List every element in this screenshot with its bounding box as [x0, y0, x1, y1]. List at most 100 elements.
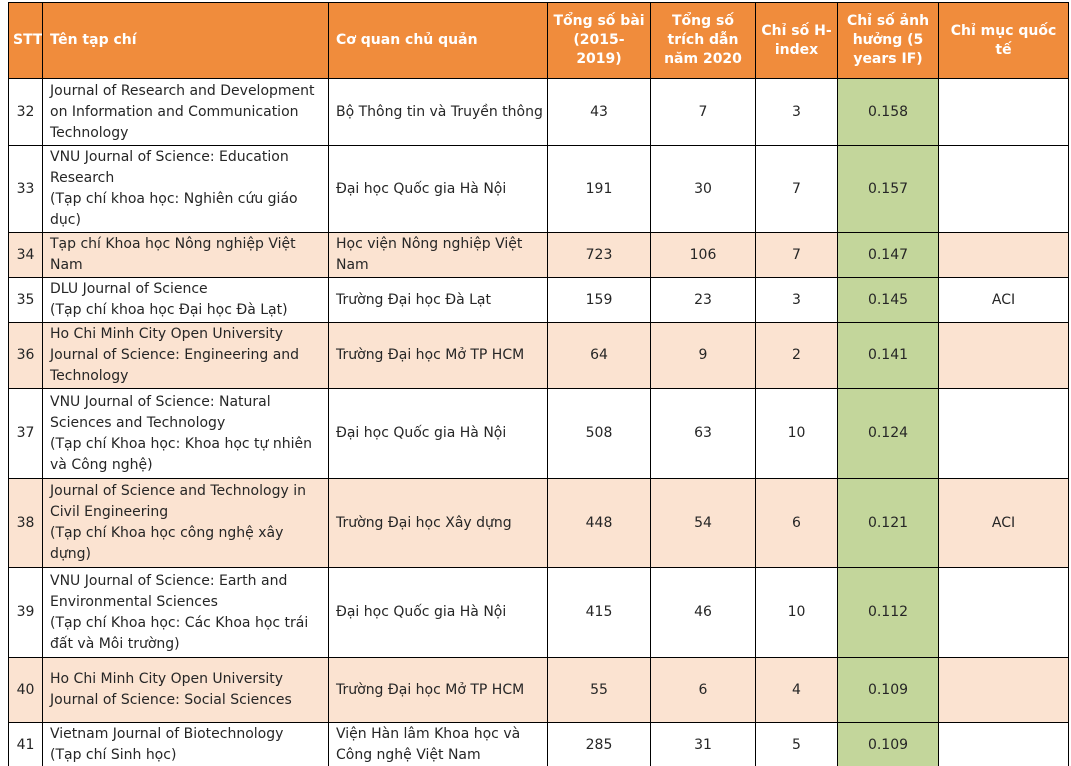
cell-total-articles: 55	[547, 657, 651, 723]
cell-h-index: 2	[755, 322, 838, 389]
cell-total-articles: 191	[547, 145, 651, 233]
cell-total-articles: 159	[547, 277, 651, 323]
cell-journal-name: Journal of Research and Development on I…	[42, 78, 329, 146]
cell-impact-factor: 0.112	[837, 567, 939, 658]
cell-total-articles: 43	[547, 78, 651, 146]
cell-impact-factor: 0.141	[837, 322, 939, 389]
cell-h-index: 10	[755, 388, 838, 479]
cell-h-index: 6	[755, 478, 838, 568]
cell-intl-index	[938, 657, 1069, 723]
cell-stt: 36	[8, 322, 43, 389]
cell-intl-index	[938, 388, 1069, 479]
cell-h-index: 4	[755, 657, 838, 723]
header-journal-name: Tên tạp chí	[42, 2, 329, 79]
cell-journal-name: VNU Journal of Science: Education Resear…	[42, 145, 329, 233]
header-stt: STT	[8, 2, 43, 79]
cell-intl-index: ACI	[938, 277, 1069, 323]
cell-h-index: 3	[755, 277, 838, 323]
table-row: 33 VNU Journal of Science: Education Res…	[8, 145, 1069, 233]
cell-stt: 37	[8, 388, 43, 479]
cell-stt: 39	[8, 567, 43, 658]
cell-organization: Bộ Thông tin và Truyền thông	[328, 78, 548, 146]
cell-total-citations: 63	[650, 388, 756, 479]
cell-total-articles: 723	[547, 232, 651, 278]
cell-stt: 35	[8, 277, 43, 323]
cell-intl-index	[938, 567, 1069, 658]
cell-organization: Trường Đại học Mở TP HCM	[328, 657, 548, 723]
cell-stt: 34	[8, 232, 43, 278]
cell-stt: 41	[8, 722, 43, 766]
cell-intl-index	[938, 78, 1069, 146]
cell-impact-factor: 0.158	[837, 78, 939, 146]
cell-total-citations: 9	[650, 322, 756, 389]
header-total-articles: Tổng số bài (2015-2019)	[547, 2, 651, 79]
table-row: 40 Ho Chi Minh City Open University Jour…	[8, 657, 1069, 723]
cell-total-citations: 6	[650, 657, 756, 723]
cell-h-index: 3	[755, 78, 838, 146]
cell-stt: 38	[8, 478, 43, 568]
cell-journal-name: Vietnam Journal of Biotechnology (Tạp ch…	[42, 722, 329, 766]
cell-stt: 40	[8, 657, 43, 723]
header-intl-index: Chỉ mục quốc tế	[938, 2, 1069, 79]
cell-total-articles: 508	[547, 388, 651, 479]
cell-h-index: 7	[755, 145, 838, 233]
cell-intl-index: ACI	[938, 478, 1069, 568]
cell-journal-name: Journal of Science and Technology in Civ…	[42, 478, 329, 568]
cell-journal-name: DLU Journal of Science (Tạp chí khoa học…	[42, 277, 329, 323]
cell-organization: Học viện Nông nghiệp Việt Nam	[328, 232, 548, 278]
header-impact-factor: Chỉ số ảnh hưởng (5 years IF)	[837, 2, 939, 79]
header-organization: Cơ quan chủ quản	[328, 2, 548, 79]
cell-impact-factor: 0.109	[837, 722, 939, 766]
table-row: 37 VNU Journal of Science: Natural Scien…	[8, 388, 1069, 479]
table-row: 41 Vietnam Journal of Biotechnology (Tạp…	[8, 722, 1069, 766]
cell-organization: Đại học Quốc gia Hà Nội	[328, 145, 548, 233]
cell-intl-index	[938, 722, 1069, 766]
cell-intl-index	[938, 232, 1069, 278]
cell-total-articles: 448	[547, 478, 651, 568]
table-row: 38 Journal of Science and Technology in …	[8, 478, 1069, 568]
cell-stt: 32	[8, 78, 43, 146]
cell-stt: 33	[8, 145, 43, 233]
cell-total-citations: 23	[650, 277, 756, 323]
cell-organization: Viện Hàn lâm Khoa học và Công nghệ Việt …	[328, 722, 548, 766]
cell-journal-name: Ho Chi Minh City Open University Journal…	[42, 657, 329, 723]
cell-journal-name: VNU Journal of Science: Earth and Enviro…	[42, 567, 329, 658]
cell-total-citations: 46	[650, 567, 756, 658]
table-row: 32 Journal of Research and Development o…	[8, 78, 1069, 146]
cell-organization: Trường Đại học Đà Lạt	[328, 277, 548, 323]
cell-impact-factor: 0.124	[837, 388, 939, 479]
cell-organization: Đại học Quốc gia Hà Nội	[328, 388, 548, 479]
cell-total-citations: 30	[650, 145, 756, 233]
cell-journal-name: Tạp chí Khoa học Nông nghiệp Việt Nam	[42, 232, 329, 278]
table-row: 39 VNU Journal of Science: Earth and Env…	[8, 567, 1069, 658]
cell-total-citations: 7	[650, 78, 756, 146]
cell-h-index: 10	[755, 567, 838, 658]
table-row: 35 DLU Journal of Science (Tạp chí khoa …	[8, 277, 1069, 323]
header-h-index: Chỉ số H-index	[755, 2, 838, 79]
cell-total-citations: 54	[650, 478, 756, 568]
table-row: 34 Tạp chí Khoa học Nông nghiệp Việt Nam…	[8, 232, 1069, 278]
table-row: 36 Ho Chi Minh City Open University Jour…	[8, 322, 1069, 389]
cell-journal-name: Ho Chi Minh City Open University Journal…	[42, 322, 329, 389]
cell-intl-index	[938, 322, 1069, 389]
cell-organization: Trường Đại học Mở TP HCM	[328, 322, 548, 389]
cell-total-articles: 285	[547, 722, 651, 766]
cell-impact-factor: 0.121	[837, 478, 939, 568]
header-total-citations: Tổng số trích dẫn năm 2020	[650, 2, 756, 79]
cell-organization: Trường Đại học Xây dựng	[328, 478, 548, 568]
cell-total-citations: 31	[650, 722, 756, 766]
cell-impact-factor: 0.147	[837, 232, 939, 278]
cell-journal-name: VNU Journal of Science: Natural Sciences…	[42, 388, 329, 479]
table-header-row: STT Tên tạp chí Cơ quan chủ quản Tổng số…	[8, 2, 1069, 79]
cell-intl-index	[938, 145, 1069, 233]
cell-h-index: 7	[755, 232, 838, 278]
cell-organization: Đại học Quốc gia Hà Nội	[328, 567, 548, 658]
journal-ranking-table: STT Tên tạp chí Cơ quan chủ quản Tổng số…	[8, 2, 1069, 766]
cell-impact-factor: 0.157	[837, 145, 939, 233]
cell-total-citations: 106	[650, 232, 756, 278]
cell-h-index: 5	[755, 722, 838, 766]
cell-impact-factor: 0.109	[837, 657, 939, 723]
cell-total-articles: 64	[547, 322, 651, 389]
cell-impact-factor: 0.145	[837, 277, 939, 323]
